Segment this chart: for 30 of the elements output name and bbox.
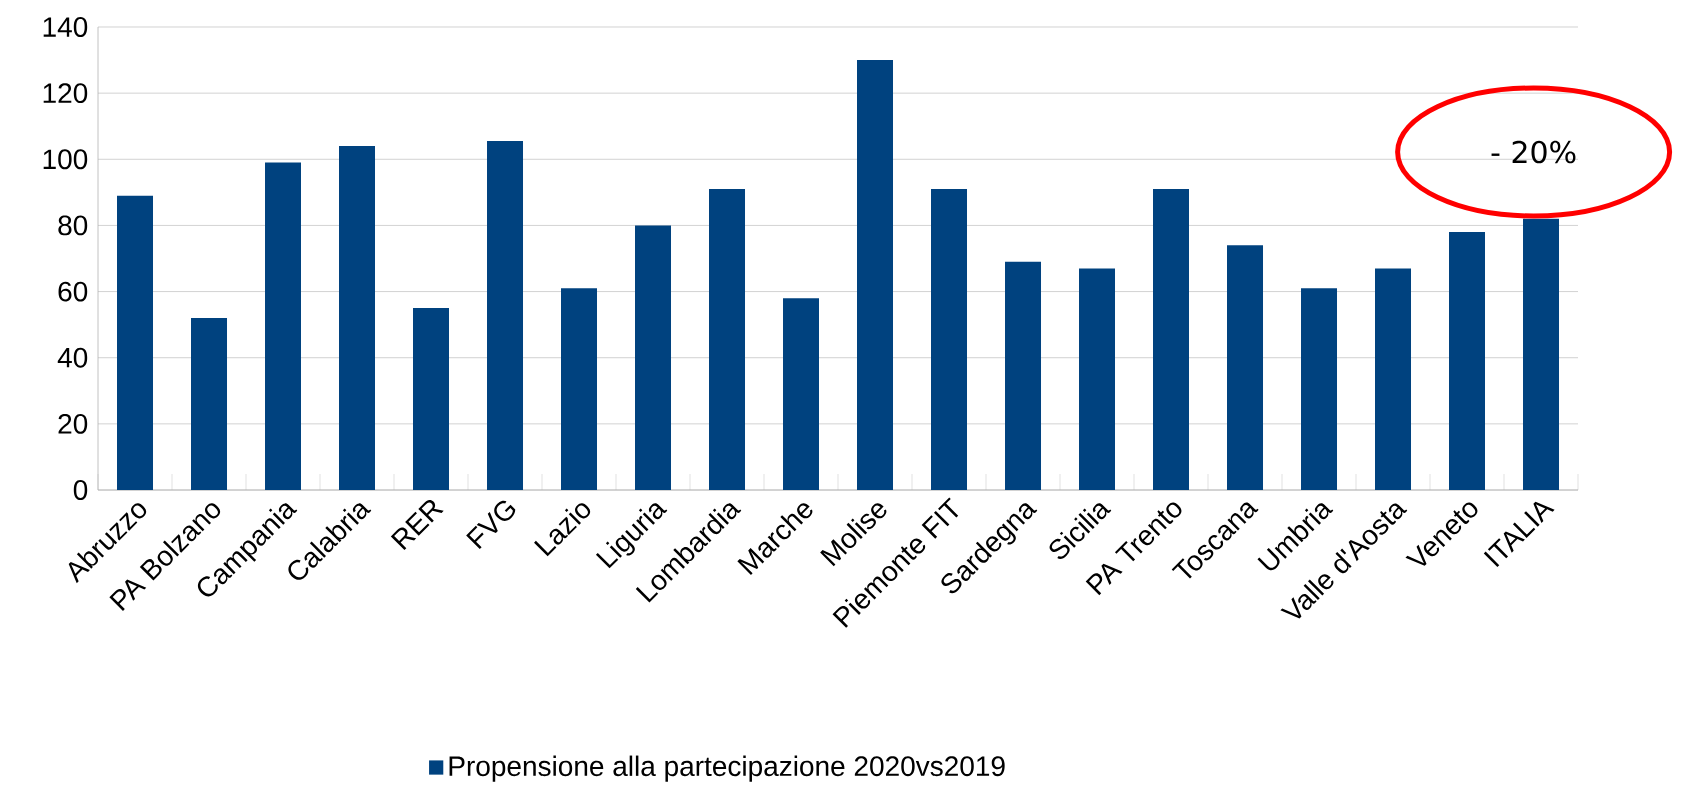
bar bbox=[117, 195, 154, 490]
bar bbox=[635, 225, 672, 490]
y-tick-label: 80 bbox=[58, 215, 88, 236]
bar bbox=[413, 308, 450, 490]
legend-label: Propensione alla partecipazione 2020vs2019 bbox=[449, 755, 1005, 782]
annotation: - 20% bbox=[1491, 140, 1576, 164]
bar bbox=[783, 298, 819, 490]
bar bbox=[561, 288, 597, 490]
bar bbox=[857, 60, 894, 490]
y-tick-label: 100 bbox=[43, 149, 88, 170]
bar bbox=[1005, 261, 1042, 490]
bar bbox=[1079, 268, 1115, 490]
y-tick-label: 120 bbox=[43, 83, 88, 104]
bar bbox=[709, 189, 746, 490]
bar bbox=[191, 318, 228, 490]
bar bbox=[265, 162, 301, 490]
y-tick-label: 60 bbox=[58, 281, 88, 302]
bar bbox=[1523, 218, 1560, 490]
bar bbox=[487, 141, 524, 490]
y-tick-label: 140 bbox=[43, 17, 88, 37]
bar bbox=[1375, 268, 1411, 490]
y-tick-label: 20 bbox=[58, 413, 88, 434]
bar bbox=[339, 146, 376, 490]
y-tick-label: 0 bbox=[73, 480, 88, 500]
bar bbox=[1153, 189, 1190, 490]
y-tick-label: 40 bbox=[57, 347, 88, 368]
bar bbox=[1301, 288, 1338, 490]
bar bbox=[1449, 232, 1486, 490]
bar bbox=[931, 189, 968, 490]
bar bbox=[1227, 245, 1264, 490]
